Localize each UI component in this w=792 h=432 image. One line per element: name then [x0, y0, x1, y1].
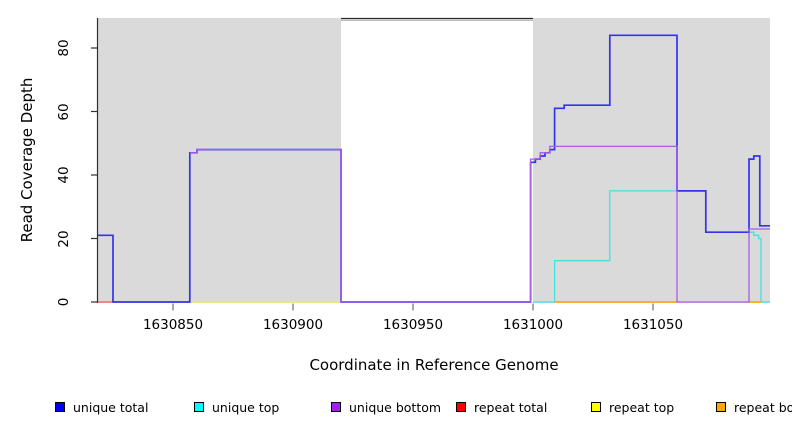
legend-swatch-icon [55, 402, 65, 412]
y-axis-title-text: Read Coverage Depth [18, 77, 36, 243]
x-tick-label: 1630900 [262, 317, 324, 333]
legend-swatch-icon [194, 402, 204, 412]
shaded-region [533, 18, 770, 303]
legend-item-repeat-total: repeat total [456, 399, 547, 415]
legend-label: repeat total [474, 399, 548, 415]
legend-swatch-icon [591, 402, 601, 412]
shaded-region [98, 18, 341, 303]
y-tick-label: 40 [56, 166, 72, 184]
legend-label: unique bottom [349, 399, 442, 415]
y-tick-label: 20 [56, 229, 72, 248]
legend-item-unique-total: unique total [55, 399, 148, 415]
y-tick-label: 60 [56, 102, 72, 121]
legend-swatch-icon [456, 402, 466, 412]
legend-label: unique total [73, 399, 149, 415]
legend-swatch-icon [716, 402, 726, 412]
x-tick-label: 1631050 [622, 317, 684, 333]
x-tick-label: 1630850 [142, 317, 204, 333]
legend-label: repeat bottom [734, 399, 792, 415]
legend-swatch-icon [331, 402, 341, 412]
x-tick-label: 1631000 [502, 317, 564, 333]
y-tick-label: 80 [56, 39, 72, 57]
legend-item-repeat-top: repeat top [591, 399, 674, 415]
legend-item-unique-top: unique top [194, 399, 279, 415]
x-tick-label: 1630950 [382, 317, 444, 333]
legend-label: unique top [212, 399, 280, 415]
x-axis-title: Coordinate in Reference Genome [309, 356, 559, 374]
series-line-unique-bottom [189, 145, 770, 303]
legend-item-unique-bottom: unique bottom [331, 399, 441, 415]
legend-item-repeat-bottom: repeat bottom [716, 399, 792, 415]
legend-label: repeat top [609, 399, 675, 415]
legend: unique total unique top unique bottom repea… [0, 399, 792, 419]
y-tick-label: 0 [56, 297, 72, 307]
